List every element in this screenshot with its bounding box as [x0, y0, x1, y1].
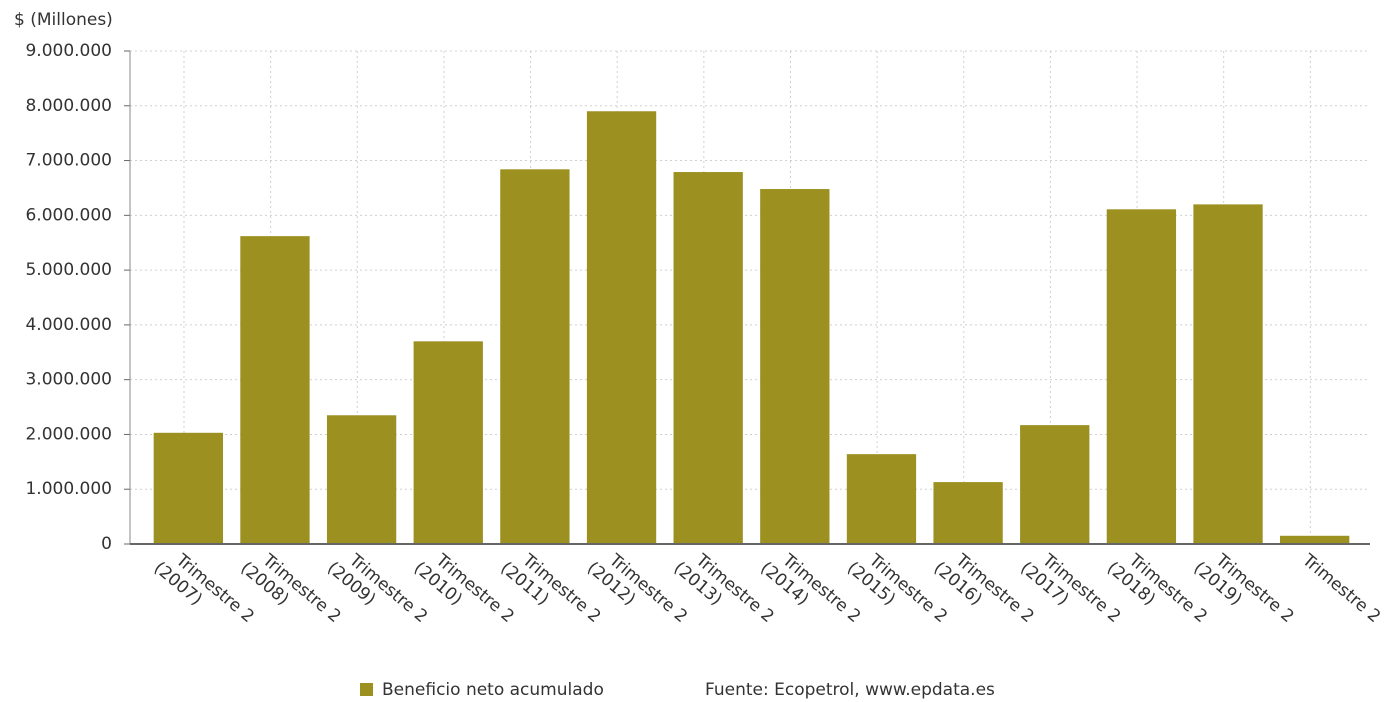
- x-tick-label: Trimestre 2(2007): [150, 543, 258, 643]
- y-tick-label: 9.000.000: [25, 41, 112, 61]
- x-tick-label: Trimestre 2(2011): [496, 543, 604, 643]
- source: Fuente: Ecopetrol, www.epdata.es: [705, 680, 995, 700]
- x-tick-label: Trimestre 2(2010): [410, 543, 518, 643]
- legend-swatch: [360, 683, 373, 696]
- bar: [1280, 535, 1350, 544]
- x-tick-label: Trimestre 2(2019): [1190, 543, 1298, 643]
- bar: [1020, 425, 1090, 544]
- bar: [673, 172, 743, 544]
- bar: [326, 415, 397, 544]
- x-tick-label: Trimestre 2(2012): [583, 543, 691, 643]
- x-tick-label: Trimestre 2(2018): [1103, 543, 1211, 643]
- y-tick-label: 7.000.000: [25, 151, 112, 171]
- bar: [240, 236, 310, 544]
- y-tick-label: 2.000.000: [25, 424, 112, 444]
- bar: [760, 189, 830, 545]
- y-tick-label: 0: [101, 534, 112, 554]
- y-tick-label: 3.000.000: [25, 370, 112, 390]
- bar: [846, 454, 917, 544]
- x-tick-label: Trimestre 2(2009): [323, 543, 431, 643]
- y-tick-label: 4.000.000: [25, 315, 112, 335]
- bar: [933, 482, 1003, 544]
- x-tick-label: Trimestre 2(2014): [756, 543, 864, 643]
- x-tick-label: Trimestre 2(2008): [236, 543, 344, 643]
- x-tick-label: Trimestre 2(2015): [843, 543, 951, 643]
- x-tick-label: Trimestre 2: [1297, 550, 1384, 627]
- bar: [1193, 204, 1263, 544]
- bar: [153, 432, 223, 544]
- y-tick-label: 5.000.000: [25, 260, 112, 280]
- axis-unit-label: $ (Millones): [14, 10, 113, 30]
- legend-label: Beneficio neto acumulado: [382, 680, 604, 700]
- x-tick-label: Trimestre 2(2016): [930, 543, 1038, 643]
- y-tick-label: 8.000.000: [25, 96, 112, 116]
- bar: [413, 341, 483, 544]
- x-tick-label: Trimestre 2(2017): [1016, 543, 1124, 643]
- x-tick-label: Trimestre 2(2013): [670, 543, 778, 643]
- bar: [586, 111, 657, 544]
- bar: [500, 169, 570, 544]
- bar: [1106, 209, 1177, 544]
- y-tick-label: 6.000.000: [25, 205, 112, 225]
- y-tick-label: 1.000.000: [25, 479, 112, 499]
